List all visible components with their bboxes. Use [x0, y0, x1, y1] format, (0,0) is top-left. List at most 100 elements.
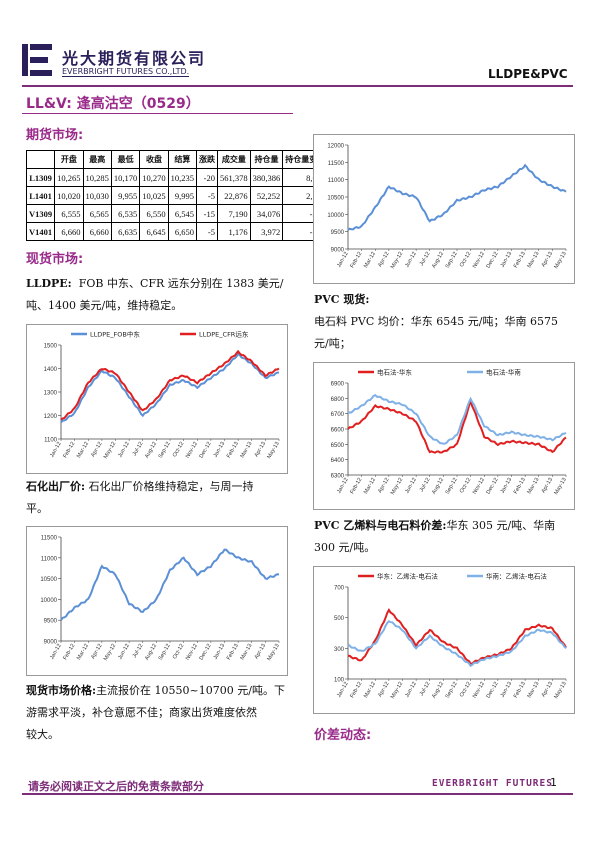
x-tick-label: Dec-12 — [486, 251, 500, 269]
table-row: V1309 6,555 6,565 6,535 6,550 6,545 -15 7,190 34… — [25, 204, 329, 223]
header-rule — [22, 85, 573, 87]
x-tick-label: Sep-12 — [445, 477, 459, 495]
x-tick-label: Apr-12 — [377, 681, 390, 698]
x-tick-label: Jul-12 — [132, 643, 145, 659]
contract-code-cell: V1401 — [25, 222, 56, 241]
y-tick-label: 12000 — [327, 144, 344, 150]
x-tick-label: Nov-12 — [185, 643, 199, 661]
x-tick-label: May-12 — [390, 477, 404, 496]
y-tick-label: 6800 — [331, 397, 345, 403]
x-tick-label: Apr-12 — [90, 643, 103, 660]
y-tick-label: 1500 — [44, 344, 58, 350]
x-tick-label: Aug-12 — [431, 477, 445, 495]
x-tick-label: Oct-12 — [459, 251, 472, 268]
section-spread-heading: 价差动态: — [314, 728, 372, 743]
x-tick-label: Mar-13 — [240, 441, 254, 459]
company-name-en: EVERBRIGHT FUTURES CO.,LTD. — [62, 67, 190, 77]
table-cell: 7,190 — [217, 204, 251, 223]
pvc-text-2: 元/吨； — [314, 337, 351, 350]
table-row: V1401 6,660 6,660 6,635 6,645 6,650 -5 1,176 3,9… — [25, 222, 329, 241]
x-tick-label: Dec-12 — [199, 643, 213, 661]
report-title: LL&V: 逢高沽空（0529） — [26, 96, 200, 112]
table-cell: 10,030 — [82, 186, 112, 205]
x-tick-label: Mar-12 — [363, 477, 377, 495]
table-cell: -5 — [196, 186, 219, 205]
y-tick-label: 1300 — [44, 391, 58, 397]
x-tick-label: Sep-12 — [158, 441, 172, 459]
x-tick-label: May-13 — [553, 477, 567, 496]
x-tick-label: Jun-12 — [117, 643, 131, 661]
table-cell: 6,555 — [54, 204, 84, 223]
y-tick-label: 10500 — [40, 577, 57, 583]
pvc-spread-paragraph: PVC 乙烯料与电石料价差:华东 305 元/吨、华南 300 元/吨。 — [314, 515, 576, 559]
spot-market-paragraph: 现货市场价格:主流报价在 10550~10700 元/吨。下 游需求平淡，补仓意… — [26, 680, 296, 746]
table-cell: 22,876 — [217, 186, 251, 205]
legend-label: 华南：乙烯法-电石法 — [486, 572, 547, 581]
chart-lldpe-fob-cfr: 1100 1200 1300 1400 1500 Jan-12 Feb-12 Mar-12 Ap… — [26, 324, 288, 474]
petro-paragraph: 石化出厂价: 石化出厂价格维持稳定，与周一持 平。 — [26, 476, 296, 520]
x-tick-label: Mar-13 — [527, 681, 541, 699]
table-cell: 3,972 — [249, 222, 284, 241]
spot-label: 现货市场价格: — [26, 684, 97, 697]
x-tick-label: Apr-12 — [377, 477, 390, 494]
series-line-1 — [347, 394, 567, 445]
x-tick-label: Jul-12 — [419, 681, 432, 697]
table-cell: 10,285 — [82, 168, 112, 187]
lldpe-label: LLDPE: — [26, 277, 72, 290]
chart-lldpe-futures: 9000 9500 10000 10500 11000 11500 12000 Jan-12 F… — [313, 134, 575, 284]
series-line-0 — [60, 352, 280, 424]
product-tag: LLDPE&PVC — [488, 67, 568, 81]
table-header-cell: 结算 — [167, 150, 198, 169]
x-tick-label: May-13 — [266, 441, 280, 460]
x-tick-label: Mar-12 — [363, 681, 377, 699]
table-cell: 6,535 — [110, 204, 141, 223]
y-tick-label: 300 — [334, 647, 345, 653]
pvc-label: PVC 现货: — [314, 293, 370, 306]
table-header-cell: 开盘 — [54, 150, 84, 169]
x-tick-label: Oct-12 — [172, 441, 185, 458]
chart-petro-price: 9000 9500 10000 10500 11000 11500 Jan-12 Feb-12… — [26, 526, 288, 676]
chart-c3-svg: 9000 9500 10000 10500 11000 11500 Jan-12 Feb-12… — [40, 536, 280, 662]
table-cell: 6,635 — [110, 222, 141, 241]
footer-brand: EVERBRIGHT FUTURES — [432, 778, 553, 789]
x-tick-label: Jan-13 — [213, 643, 227, 661]
y-tick-label: 1400 — [44, 367, 58, 373]
section-spot-heading: 现货市场: — [26, 252, 84, 267]
x-tick-label: May-13 — [553, 251, 567, 270]
x-tick-label: Jan-12 — [336, 681, 350, 699]
y-tick-label: 700 — [334, 586, 345, 592]
x-tick-label: Mar-12 — [76, 643, 90, 661]
spot-text-2: 游需求平淡，补仓意愿不佳；商家出货难度依然 — [26, 706, 257, 719]
x-tick-label: Mar-12 — [76, 441, 90, 459]
series-line-1 — [347, 620, 567, 668]
pvc-text-1: 电石料 PVC 均价：华东 6545 元/吨；华南 6575 — [314, 315, 558, 328]
x-tick-label: May-13 — [266, 643, 280, 662]
x-tick-label: Feb-13 — [513, 251, 527, 269]
company-logo — [22, 44, 52, 76]
x-tick-label: Apr-12 — [377, 251, 390, 268]
table-cell: 6,550 — [139, 204, 169, 223]
y-tick-label: 9500 — [331, 230, 345, 236]
x-tick-label: Sep-12 — [445, 251, 459, 269]
y-tick-label: 10000 — [40, 598, 57, 604]
page-number: 1 — [550, 776, 557, 789]
petro-label: 石化出厂价: — [26, 480, 86, 493]
table-cell: 561,378 — [217, 168, 251, 187]
y-tick-label: 6700 — [331, 412, 345, 418]
x-tick-label: Apr-13 — [541, 477, 554, 494]
x-tick-label: Apr-13 — [254, 441, 267, 458]
y-tick-label: 1200 — [44, 414, 58, 420]
table-row: L1401 10,020 10,030 9,955 10,025 9,995 -5 22,87… — [25, 186, 329, 205]
x-tick-label: Feb-13 — [226, 643, 240, 661]
y-tick-label: 500 — [334, 616, 345, 622]
table-header-cell: 收盘 — [139, 150, 169, 169]
title-rule — [22, 113, 293, 114]
x-tick-label: Nov-12 — [185, 441, 199, 459]
x-tick-label: Dec-12 — [486, 681, 500, 699]
table-cell: 10,235 — [167, 168, 198, 187]
y-tick-label: 9000 — [44, 640, 58, 646]
y-tick-label: 9000 — [331, 248, 345, 254]
x-tick-label: May-13 — [553, 681, 567, 700]
y-tick-label: 10500 — [327, 196, 344, 202]
